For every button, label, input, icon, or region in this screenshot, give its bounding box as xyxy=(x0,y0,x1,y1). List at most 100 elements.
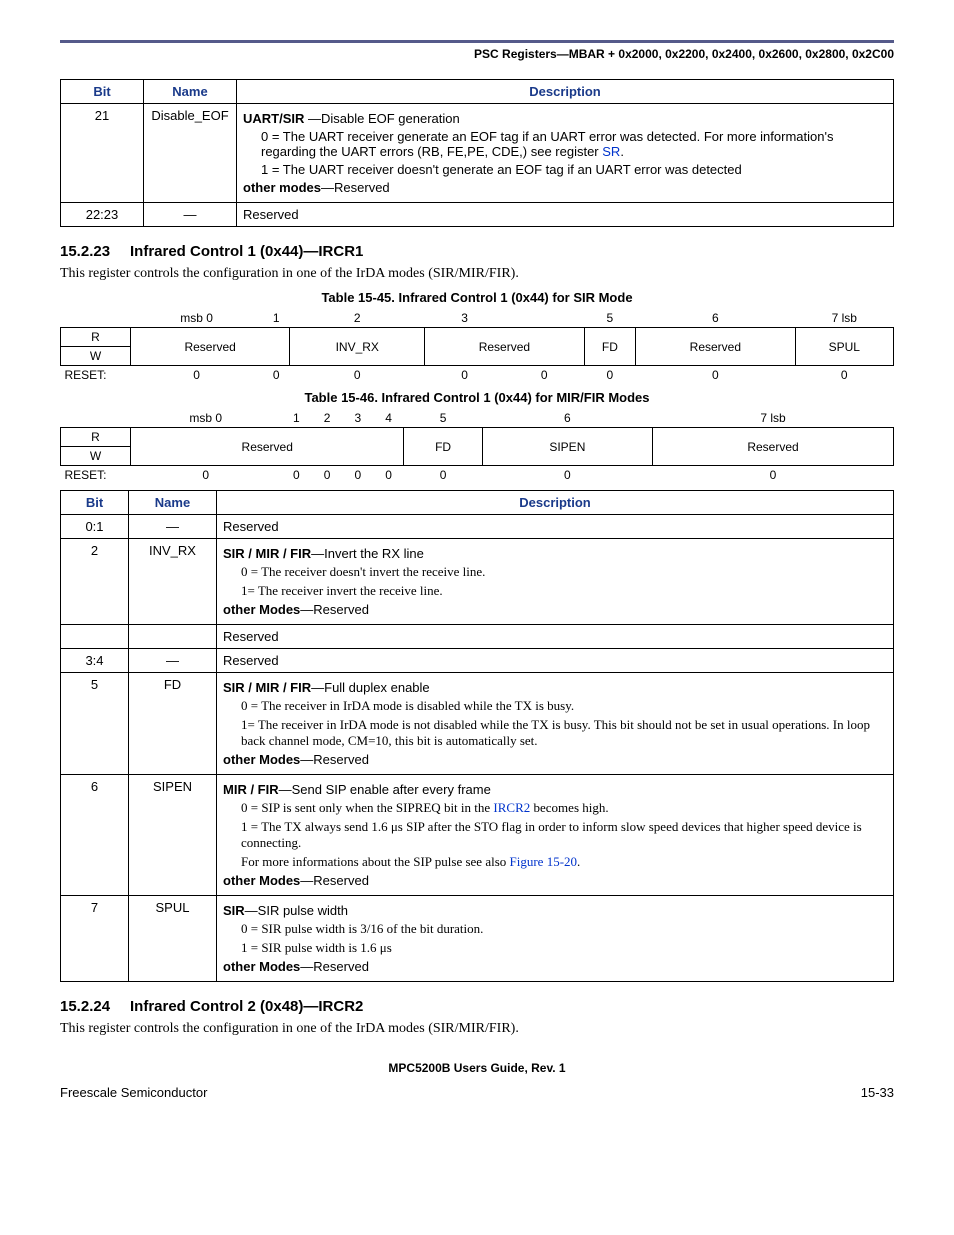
table-row: 2 INV_RX SIR / MIR / FIR—Invert the RX l… xyxy=(61,539,894,625)
cell-bit: 7 xyxy=(61,896,129,982)
cell-bit: 21 xyxy=(61,104,144,203)
cell-bit: 0:1 xyxy=(61,515,129,539)
bit-col: msb 0 xyxy=(131,309,263,328)
t-bold: MIR / FIR xyxy=(223,782,279,797)
desc-rest: —Disable EOF generation xyxy=(304,111,459,126)
reset-val: 0 xyxy=(290,366,425,385)
footer-left: Freescale Semiconductor xyxy=(60,1085,207,1100)
reset-val: 0 xyxy=(425,366,505,385)
bit-col: 5 xyxy=(404,409,482,428)
bit-col: 7 lsb xyxy=(653,409,894,428)
t-bold: SIR / MIR / FIR xyxy=(223,680,311,695)
p1a: 0 = SIP is sent only when the SIPREQ bit… xyxy=(241,800,493,815)
bit-col: 1 xyxy=(263,309,290,328)
bit-col: 6 xyxy=(482,409,652,428)
p2: 1 = The TX always send 1.6 μs SIP after … xyxy=(241,819,887,851)
cell-name: FD xyxy=(129,673,217,775)
page-header: PSC Registers—MBAR + 0x2000, 0x2200, 0x2… xyxy=(60,47,894,61)
p2: 1 = SIR pulse width is 1.6 μs xyxy=(241,940,887,956)
reset-val: 0 xyxy=(795,366,894,385)
reset-label: RESET: xyxy=(61,366,131,385)
o-rest: —Reserved xyxy=(300,959,369,974)
p3b: . xyxy=(577,854,580,869)
link-sr[interactable]: SR xyxy=(602,144,620,159)
t-rest: —Full duplex enable xyxy=(311,680,430,695)
table-row: 5 FD SIR / MIR / FIR—Full duplex enable … xyxy=(61,673,894,775)
cell-desc: Reserved xyxy=(217,625,894,649)
table-caption: Table 15-46. Infrared Control 1 (0x44) f… xyxy=(60,390,894,405)
cell-desc: SIR / MIR / FIR—Full duplex enable 0 = T… xyxy=(217,673,894,775)
reset-val: 0 xyxy=(281,466,312,485)
p2: 1= The receiver in IrDA mode is not disa… xyxy=(241,717,887,749)
section-body: This register controls the configuration… xyxy=(60,1021,894,1037)
p3a: For more informations about the SIP puls… xyxy=(241,854,510,869)
table-row: 3:4 — Reserved xyxy=(61,649,894,673)
cell-name: — xyxy=(129,649,217,673)
table-row: 21 Disable_EOF UART/SIR —Disable EOF gen… xyxy=(61,104,894,203)
table-caption: Table 15-45. Infrared Control 1 (0x44) f… xyxy=(60,290,894,305)
footer-right: 15-33 xyxy=(861,1085,894,1100)
reset-val: 0 xyxy=(373,466,404,485)
field: SPUL xyxy=(795,328,894,366)
reset-val: 0 xyxy=(263,366,290,385)
reset-val: 0 xyxy=(636,366,795,385)
field: Reserved xyxy=(131,428,404,466)
reset-val: 0 xyxy=(504,366,584,385)
t-bold: SIR xyxy=(223,903,245,918)
bit-col: 3 xyxy=(342,409,373,428)
o-rest: —Reserved xyxy=(300,752,369,767)
p1b: becomes high. xyxy=(530,800,608,815)
sec-num: 15.2.24 xyxy=(60,998,130,1015)
section-body: This register controls the configuration… xyxy=(60,266,894,282)
reset-label: RESET: xyxy=(61,466,131,485)
bit-col: 4 xyxy=(373,409,404,428)
field: FD xyxy=(404,428,482,466)
cell-bit: 6 xyxy=(61,775,129,896)
reset-val: 0 xyxy=(653,466,894,485)
bitfield-table-mirfir: msb 0 1 2 3 4 5 6 7 lsb R Reserved FD SI… xyxy=(60,409,894,484)
col-name: Name xyxy=(129,491,217,515)
o-bold: other Modes xyxy=(223,752,300,767)
reset-val: 0 xyxy=(482,466,652,485)
field: INV_RX xyxy=(290,328,425,366)
reset-val: 0 xyxy=(342,466,373,485)
sec-num: 15.2.23 xyxy=(60,243,130,260)
bit-col: 3 xyxy=(425,309,505,328)
reset-val: 0 xyxy=(404,466,482,485)
bit-col: msb 0 xyxy=(131,409,281,428)
section-heading: 15.2.24Infrared Control 2 (0x48)—IRCR2 xyxy=(60,998,894,1015)
col-name: Name xyxy=(144,80,237,104)
other-bold: other modes xyxy=(243,180,321,195)
t-bold: SIR / MIR / FIR xyxy=(223,546,311,561)
link-figure[interactable]: Figure 15-20 xyxy=(510,854,578,869)
p1: 0 = The receiver in IrDA mode is disable… xyxy=(241,698,887,714)
link-ircr2[interactable]: IRCR2 xyxy=(493,800,530,815)
desc-line: 0 = The UART receiver generate an EOF ta… xyxy=(261,129,833,159)
o-bold: other Modes xyxy=(223,602,300,617)
field: SIPEN xyxy=(482,428,652,466)
p1: 0 = The receiver doesn't invert the rece… xyxy=(241,564,887,580)
col-bit: Bit xyxy=(61,80,144,104)
cell-desc: Reserved xyxy=(217,649,894,673)
cell-desc: UART/SIR —Disable EOF generation 0 = The… xyxy=(237,104,894,203)
cell-name: — xyxy=(144,203,237,227)
bit-col: 1 xyxy=(281,409,312,428)
sec-title: Infrared Control 2 (0x48)—IRCR2 xyxy=(130,998,363,1015)
table-ircr1-desc: Bit Name Description 0:1 — Reserved 2 IN… xyxy=(60,490,894,982)
cell-bit: 22:23 xyxy=(61,203,144,227)
cell-name: Disable_EOF xyxy=(144,104,237,203)
bit-col: 6 xyxy=(636,309,795,328)
bit-col: 2 xyxy=(312,409,343,428)
bitfield-table-sir: msb 0 1 2 3 5 6 7 lsb R Reserved INV_RX … xyxy=(60,309,894,384)
cell-desc: Reserved xyxy=(237,203,894,227)
reset-val: 0 xyxy=(131,466,281,485)
table-row: 7 SPUL SIR—SIR pulse width 0 = SIR pulse… xyxy=(61,896,894,982)
cell-bit: 5 xyxy=(61,673,129,775)
table-disable-eof: Bit Name Description 21 Disable_EOF UART… xyxy=(60,79,894,227)
reset-val: 0 xyxy=(312,466,343,485)
table-row: Reserved xyxy=(61,625,894,649)
bit-col: 7 lsb xyxy=(795,309,894,328)
rw-r: R xyxy=(61,328,131,347)
p2: 1= The receiver invert the receive line. xyxy=(241,583,887,599)
col-bit: Bit xyxy=(61,491,129,515)
